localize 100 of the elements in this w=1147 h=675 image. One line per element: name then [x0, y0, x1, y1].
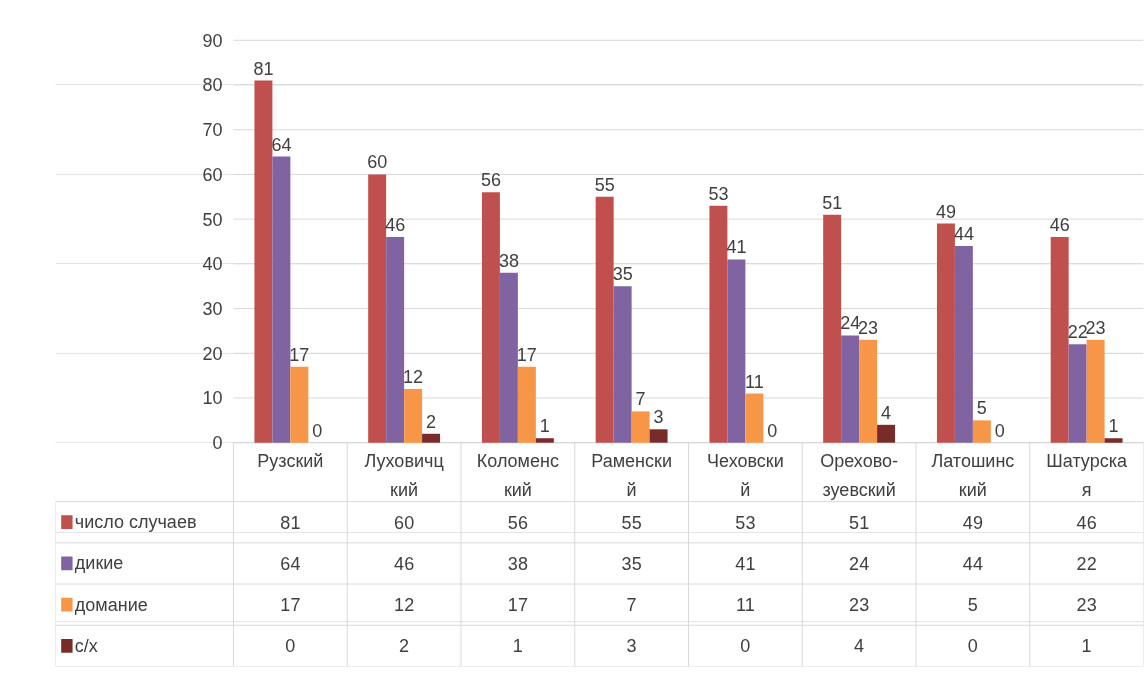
text: 56: [480, 170, 501, 191]
bar: [1050, 237, 1069, 443]
y-tick-label: 90: [202, 30, 223, 51]
data-label: 17: [280, 595, 301, 616]
legend-label: с/х: [74, 635, 98, 656]
data-label: 46: [394, 553, 415, 574]
text: 53: [708, 183, 729, 204]
text: 38: [498, 250, 519, 271]
bar: [745, 393, 764, 443]
bar: [535, 438, 554, 443]
data-label: 12: [394, 595, 415, 616]
data-label: 24: [849, 553, 870, 574]
text: 1: [539, 416, 550, 437]
bar: [972, 420, 991, 443]
bar: [481, 192, 500, 443]
text: 5: [976, 398, 987, 419]
text: 12: [403, 367, 424, 388]
data-label: 11: [736, 595, 755, 616]
data-label: 44: [962, 553, 983, 574]
bar: [631, 411, 650, 443]
data-label: 46: [1076, 512, 1097, 533]
bar: [517, 366, 536, 443]
bar: [823, 214, 842, 443]
bar: [1104, 438, 1123, 443]
x-tick-label: Шатурская: [1046, 450, 1128, 500]
bar: [386, 237, 405, 443]
text: 17: [516, 344, 537, 365]
bar: [499, 272, 518, 443]
y-tick-label: 80: [202, 75, 223, 96]
x-tick-label: Раменский: [591, 450, 672, 500]
text: 0: [312, 420, 323, 441]
bar: [422, 433, 441, 443]
data-label: 81: [280, 512, 301, 533]
text: 1: [1108, 416, 1119, 437]
bar: [936, 223, 955, 443]
data-label: 4: [854, 636, 865, 657]
text: 55: [594, 174, 615, 195]
bar: [727, 259, 746, 443]
y-tick-label: 60: [202, 164, 223, 185]
data-label: 56: [507, 512, 528, 533]
text: 3: [653, 407, 664, 428]
text: 23: [858, 317, 879, 338]
legend-label: дикие: [74, 553, 124, 574]
text: 81: [253, 58, 274, 79]
y-tick-label: 0: [212, 433, 223, 454]
y-tick-label: 10: [202, 388, 223, 409]
data-label: 60: [394, 512, 415, 533]
data-label: 5: [967, 595, 978, 616]
x-tick-label: Коломенский: [476, 450, 559, 500]
x-tick-label: Чеховский: [707, 450, 784, 500]
y-tick-label: 70: [202, 120, 223, 141]
bar: [613, 286, 632, 443]
data-label: 0: [967, 636, 978, 657]
y-tick-label: 30: [202, 299, 223, 320]
data-label: 23: [849, 595, 870, 616]
data-label: 23: [1076, 595, 1097, 616]
data-label: 35: [621, 553, 642, 574]
bar: [404, 389, 423, 443]
x-tick-label: Орехово-зуевский: [820, 450, 899, 500]
text: 7: [635, 389, 646, 410]
data-label: 38: [507, 553, 528, 574]
data-label: 2: [399, 636, 410, 657]
data-label: 64: [280, 553, 301, 574]
bar: [649, 429, 668, 443]
text: 51: [822, 192, 843, 213]
data-label: 3: [626, 636, 637, 657]
text: 60: [367, 152, 388, 173]
bar: [841, 335, 860, 443]
legend-label: число случаев: [74, 512, 197, 533]
bar: [254, 80, 273, 443]
data-label: 51: [849, 512, 870, 533]
x-tick-label: Луховичцкий: [364, 450, 444, 500]
bar: [954, 245, 973, 443]
y-tick-label: 40: [202, 254, 223, 275]
data-label: 53: [735, 512, 756, 533]
data-label: 0: [285, 636, 296, 657]
data-label: 55: [621, 512, 642, 533]
text: 46: [1049, 215, 1070, 236]
data-label: 22: [1076, 553, 1097, 574]
bar: [859, 339, 878, 443]
x-tick-label: Рузский: [257, 450, 324, 471]
bar: [595, 196, 614, 443]
data-label: 41: [735, 553, 756, 574]
data-label: 0: [740, 636, 751, 657]
bar: [290, 366, 309, 443]
text: 11: [745, 371, 764, 392]
text: 49: [935, 201, 956, 222]
data-label: 17: [507, 595, 528, 616]
y-tick-label: 50: [202, 209, 223, 230]
data-label: 1: [512, 636, 523, 657]
bar: [1086, 339, 1105, 443]
text: 4: [881, 402, 892, 423]
text: 41: [726, 237, 747, 258]
text: 0: [994, 420, 1005, 441]
bar: [272, 156, 291, 443]
y-tick-label: 20: [202, 343, 223, 364]
bar: [368, 174, 387, 443]
x-tick-label: Латошинский: [931, 450, 1015, 500]
legend-label: домание: [74, 594, 148, 615]
data-label: 1: [1081, 636, 1092, 657]
